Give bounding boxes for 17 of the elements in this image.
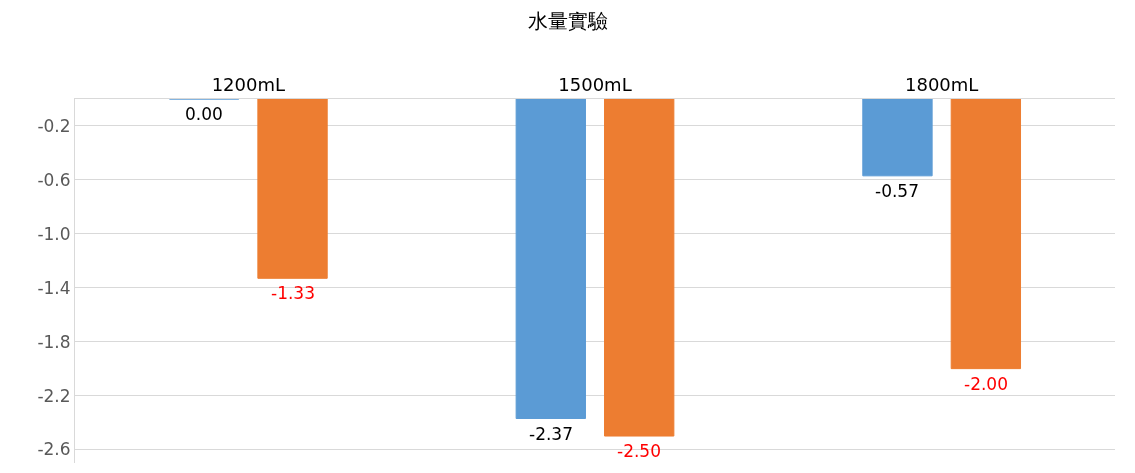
y-tick-label: -0.2 xyxy=(37,115,71,136)
y-tick-label: -1.4 xyxy=(37,277,71,298)
data-label: -1.33 xyxy=(271,283,315,303)
data-label: -0.57 xyxy=(875,181,919,201)
x-tick-label: 1200mL xyxy=(211,73,286,95)
x-tick-label: 1800mL xyxy=(904,73,979,95)
x-tick-label: 1500mL xyxy=(558,73,632,95)
y-tick-label: -1.0 xyxy=(37,223,71,244)
data-label: -2.50 xyxy=(617,441,661,461)
y-tick-label: -0.6 xyxy=(37,169,71,190)
y-tick-label: -2.6 xyxy=(37,439,71,460)
y-tick-label: -2.2 xyxy=(37,385,71,406)
data-label: -2.37 xyxy=(529,424,573,444)
data-label: 0.00 xyxy=(185,104,223,124)
data-label: -2.00 xyxy=(964,374,1008,394)
chart-title: 水量實驗 xyxy=(527,9,608,34)
y-tick-label: -1.8 xyxy=(37,331,71,352)
